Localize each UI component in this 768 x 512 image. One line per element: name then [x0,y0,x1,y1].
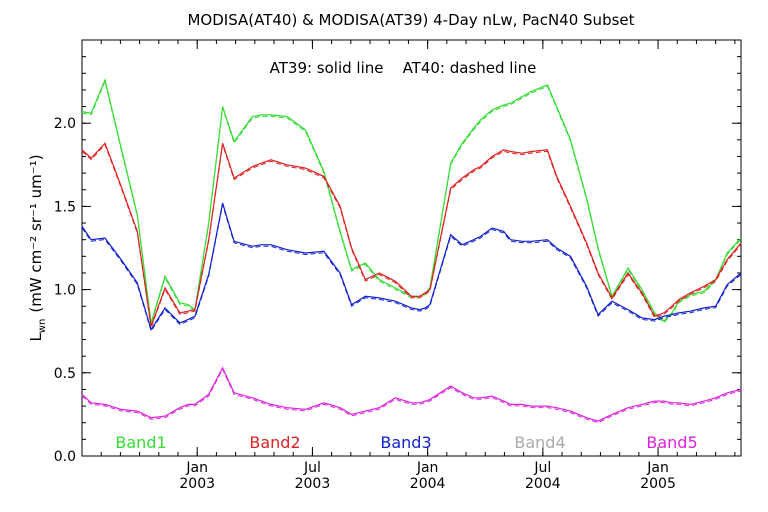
x-tick-label-year: 2003 [179,476,215,492]
band3-at39-line [81,202,742,331]
y-axis-label-main: L [27,333,45,342]
band2-at40-line [81,143,742,328]
y-tick-label: 1.0 [54,283,76,299]
x-tick-label-month: Jan [185,460,208,476]
y-tick-label: 0.5 [54,366,76,382]
x-tick-label-year: 2004 [410,476,446,492]
x-tick-label-month: Jan [646,460,669,476]
band5-at40-line [81,368,742,424]
x-tick-label-month: Jan [416,460,439,476]
band5-label: Band5 [646,433,697,452]
y-axis-label: Lwn (mW cm⁻² sr⁻¹ um⁻¹) [27,154,48,341]
series-lines [81,77,742,424]
band1-label: Band1 [115,433,166,452]
band3-label: Band3 [380,433,431,452]
chart-title: MODISA(AT40) & MODISA(AT39) 4-Day nLw, P… [187,11,634,29]
y-tick-label: 1.5 [54,199,76,215]
band1-at40-line [81,79,742,325]
band-legend: Band1 Band2 Band3 Band4 Band5 [115,433,697,452]
band2-label: Band2 [249,433,300,452]
band2-at39-line [81,142,742,327]
band1-at39-line [81,77,742,324]
x-tick-label-year: 2004 [525,476,561,492]
line-style-annotation: AT39: solid line AT40: dashed line [270,59,537,77]
band5-at39-line [81,366,742,422]
x-tick-label-year: 2003 [295,476,331,492]
y-axis: 0.0 0.5 1.0 1.5 2.0 [54,39,741,465]
x-tick-label-month: Jul [533,460,551,476]
y-axis-label-units: (mW cm⁻² sr⁻¹ um⁻¹) [27,154,45,312]
y-axis-label-subscript: wn [37,319,48,334]
plot-area-frame [81,39,742,457]
band4-label: Band4 [514,433,565,452]
x-tick-label-year: 2005 [640,476,676,492]
band3-at40-line [81,204,742,333]
y-tick-label: 2.0 [54,116,76,132]
y-tick-label: 0.0 [54,449,76,465]
x-tick-label-month: Jul [303,460,321,476]
